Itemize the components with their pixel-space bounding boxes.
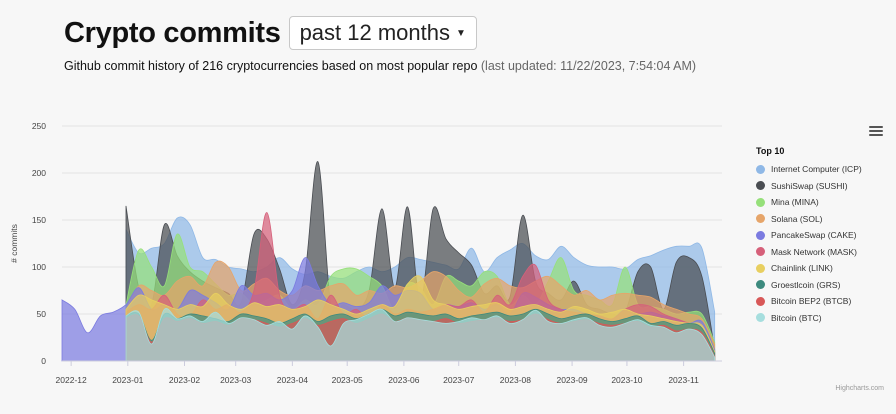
x-tick-label: 2023-10: [611, 375, 642, 385]
legend-swatch: [756, 230, 765, 240]
legend-label: Mina (MINA): [771, 197, 819, 208]
credits-link[interactable]: Highcharts.com: [835, 385, 884, 392]
chart-menu-button[interactable]: [869, 126, 883, 140]
legend-label: SushiSwap (SUSHI): [771, 180, 848, 191]
legend-label: Bitcoin BEP2 (BTCB): [771, 296, 852, 307]
legend-item[interactable]: Solana (SOL): [756, 211, 886, 228]
legend-swatch: [756, 296, 765, 306]
legend-title: Top 10: [756, 146, 785, 156]
y-tick-label: 100: [32, 262, 46, 272]
last-updated: (last updated: 11/22/2023, 7:54:04 AM): [480, 59, 697, 73]
series-group: [61, 161, 716, 362]
x-tick-label: 2023-01: [112, 375, 143, 385]
legend-item[interactable]: Chainlink (LINK): [756, 260, 886, 277]
period-select-value: past 12 months: [299, 20, 450, 45]
x-tick-label: 2023-11: [668, 375, 699, 385]
y-tick-label: 150: [32, 215, 46, 225]
legend-items: Internet Computer (ICP) SushiSwap (SUSHI)…: [756, 161, 886, 326]
legend-swatch: [756, 164, 765, 174]
legend-item[interactable]: Internet Computer (ICP): [756, 161, 886, 178]
period-select[interactable]: past 12 months ▼: [288, 16, 477, 50]
legend-label: Bitcoin (BTC): [771, 312, 822, 323]
legend: Top 10 Internet Computer (ICP) SushiSwap …: [756, 146, 886, 326]
x-tick-label: 2023-05: [332, 375, 363, 385]
legend-swatch: [756, 263, 765, 273]
x-tick-label: 2023-08: [500, 375, 531, 385]
legend-swatch: [756, 214, 765, 224]
subtitle-text: Github commit history of 216 cryptocurre…: [64, 59, 478, 73]
y-tick-label: 250: [32, 121, 46, 131]
hamburger-icon: [869, 126, 883, 128]
x-tick-label: 2023-06: [388, 375, 419, 385]
legend-item[interactable]: Groestlcoin (GRS): [756, 277, 886, 294]
legend-label: Mask Network (MASK): [771, 246, 857, 257]
legend-item[interactable]: Bitcoin (BTC): [756, 310, 886, 327]
x-tick-label: 2023-02: [169, 375, 200, 385]
y-axis-label: # commits: [9, 224, 19, 263]
y-tick-label: 200: [32, 168, 46, 178]
legend-swatch: [756, 197, 765, 207]
legend-label: Groestlcoin (GRS): [771, 279, 841, 290]
x-tick-label: 2022-12: [56, 375, 87, 385]
y-tick-label: 50: [37, 309, 47, 319]
legend-item[interactable]: Bitcoin BEP2 (BTCB): [756, 293, 886, 310]
header: Crypto commits past 12 months ▼: [64, 16, 477, 50]
x-tick-label: 2023-04: [277, 375, 308, 385]
legend-swatch: [756, 313, 765, 323]
caret-down-icon: ▼: [456, 27, 466, 39]
legend-item[interactable]: Mina (MINA): [756, 194, 886, 211]
legend-swatch: [756, 247, 765, 257]
legend-label: Chainlink (LINK): [771, 263, 833, 274]
legend-item[interactable]: Mask Network (MASK): [756, 244, 886, 261]
legend-swatch: [756, 280, 765, 290]
page-title: Crypto commits: [64, 17, 281, 49]
legend-item[interactable]: PancakeSwap (CAKE): [756, 227, 886, 244]
subtitle: Github commit history of 216 cryptocurre…: [64, 59, 696, 73]
legend-label: Internet Computer (ICP): [771, 164, 862, 175]
legend-label: Solana (SOL): [771, 213, 823, 224]
x-tick-label: 2023-09: [556, 375, 587, 385]
legend-label: PancakeSwap (CAKE): [771, 230, 857, 241]
area-series-9[interactable]: [125, 308, 716, 362]
legend-item[interactable]: SushiSwap (SUSHI): [756, 178, 886, 195]
x-tick-label: 2023-07: [443, 375, 474, 385]
y-tick-label: 0: [41, 356, 46, 366]
legend-swatch: [756, 181, 765, 191]
x-tick-label: 2023-03: [220, 375, 251, 385]
